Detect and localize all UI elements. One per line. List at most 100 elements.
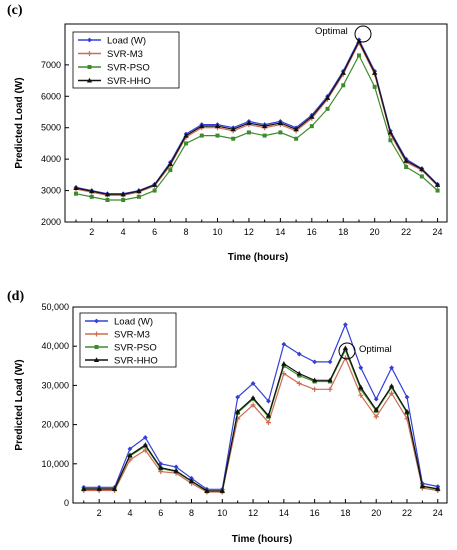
data-point: [277, 120, 283, 125]
data-point: [265, 420, 271, 426]
optimal-circle: [354, 25, 372, 43]
data-point: [127, 452, 133, 458]
data-point: [309, 124, 314, 129]
data-point: [246, 130, 251, 135]
series-line: [83, 322, 438, 490]
legend-label: SVR-HHO: [107, 76, 151, 87]
series-line: [83, 348, 438, 492]
y-tick-label: 10,000: [41, 459, 69, 469]
data-point: [235, 408, 241, 414]
data-point: [404, 165, 409, 169]
y-tick-label: 0: [64, 498, 69, 508]
data-point: [373, 414, 379, 420]
legend-label: SVR-M3: [107, 49, 143, 60]
optimal-circle: [338, 342, 356, 360]
data-point: [389, 365, 394, 371]
data-point: [293, 126, 299, 132]
data-point: [419, 166, 425, 172]
x-tick-label: 4: [127, 508, 132, 518]
data-point: [158, 464, 164, 470]
data-point: [343, 322, 348, 328]
data-point: [94, 345, 99, 349]
data-point: [341, 83, 346, 88]
x-tick-label: 10: [212, 227, 222, 237]
data-point: [73, 185, 79, 191]
data-point: [188, 478, 195, 484]
data-point: [136, 194, 141, 199]
data-point: [419, 483, 425, 489]
data-point: [294, 136, 299, 141]
optimal-label: Optimal: [315, 26, 348, 37]
x-tick-label: 14: [275, 227, 285, 237]
legend-label: Load (W): [114, 317, 153, 328]
y-tick-label: 5000: [41, 123, 61, 133]
data-point: [104, 191, 111, 197]
data-point: [184, 141, 189, 146]
data-point: [230, 126, 236, 132]
y-axis: 2000 3000 4000 5000 6000 7000: [41, 60, 69, 227]
data-point: [214, 123, 221, 129]
y-tick-label: 50,000: [41, 302, 69, 312]
x-tick-label: 24: [433, 227, 443, 237]
data-point: [173, 464, 179, 470]
y-tick-label: 4000: [41, 154, 61, 164]
series-layer: [73, 37, 441, 202]
x-tick-label: 12: [248, 508, 258, 518]
legend-label: SVR-PSO: [114, 343, 157, 354]
x-tick-label: 2: [89, 227, 94, 237]
data-point: [127, 446, 133, 452]
data-point: [435, 188, 440, 193]
data-point: [120, 191, 126, 197]
data-point: [87, 51, 92, 56]
data-point: [434, 182, 441, 187]
series-line: [83, 346, 438, 492]
data-point: [199, 123, 205, 129]
x-tick-label: 22: [401, 227, 411, 237]
y-tick-label: 2000: [41, 217, 61, 227]
legend-box: [72, 31, 180, 89]
data-point: [231, 136, 236, 141]
series-line: [83, 356, 438, 493]
data-point: [262, 123, 268, 129]
data-point: [204, 488, 210, 493]
series-line: [75, 39, 439, 195]
data-point: [342, 345, 349, 351]
data-point: [250, 381, 256, 386]
x-tick-label: 6: [158, 508, 163, 518]
data-point: [358, 365, 364, 371]
data-point: [387, 129, 394, 135]
data-point: [250, 395, 256, 400]
optimal-annotation: Optimal: [315, 25, 372, 43]
data-point: [152, 188, 157, 193]
data-point: [167, 161, 173, 166]
x-tick-label: 8: [184, 227, 189, 237]
y-tick-label: 6000: [41, 91, 61, 101]
y-tick-label: 40,000: [41, 341, 69, 351]
data-point: [265, 412, 272, 418]
data-point: [87, 37, 92, 43]
data-point: [94, 331, 99, 337]
data-point: [404, 408, 410, 414]
data-point: [309, 113, 315, 119]
x-axis-title: Time (hours): [232, 534, 292, 545]
data-point: [278, 130, 283, 135]
data-point: [235, 394, 241, 400]
data-point: [94, 318, 99, 324]
data-point: [215, 133, 220, 138]
data-point: [281, 341, 287, 347]
legend: Load (W) SVR-M3 SVR-PSO SVR-HHO: [79, 312, 177, 368]
data-point: [136, 188, 142, 194]
data-point: [404, 394, 410, 400]
y-axis: 0 10,000 20,000 30,000 40,000 50,000: [41, 302, 77, 508]
data-point: [296, 380, 302, 386]
data-point: [105, 198, 110, 202]
data-point: [373, 396, 379, 402]
data-point: [266, 398, 271, 404]
data-point: [152, 182, 158, 187]
data-point: [358, 384, 364, 390]
data-point: [373, 406, 379, 412]
data-point: [262, 133, 267, 138]
data-point: [74, 191, 79, 196]
y-tick-label: 30,000: [41, 380, 69, 390]
